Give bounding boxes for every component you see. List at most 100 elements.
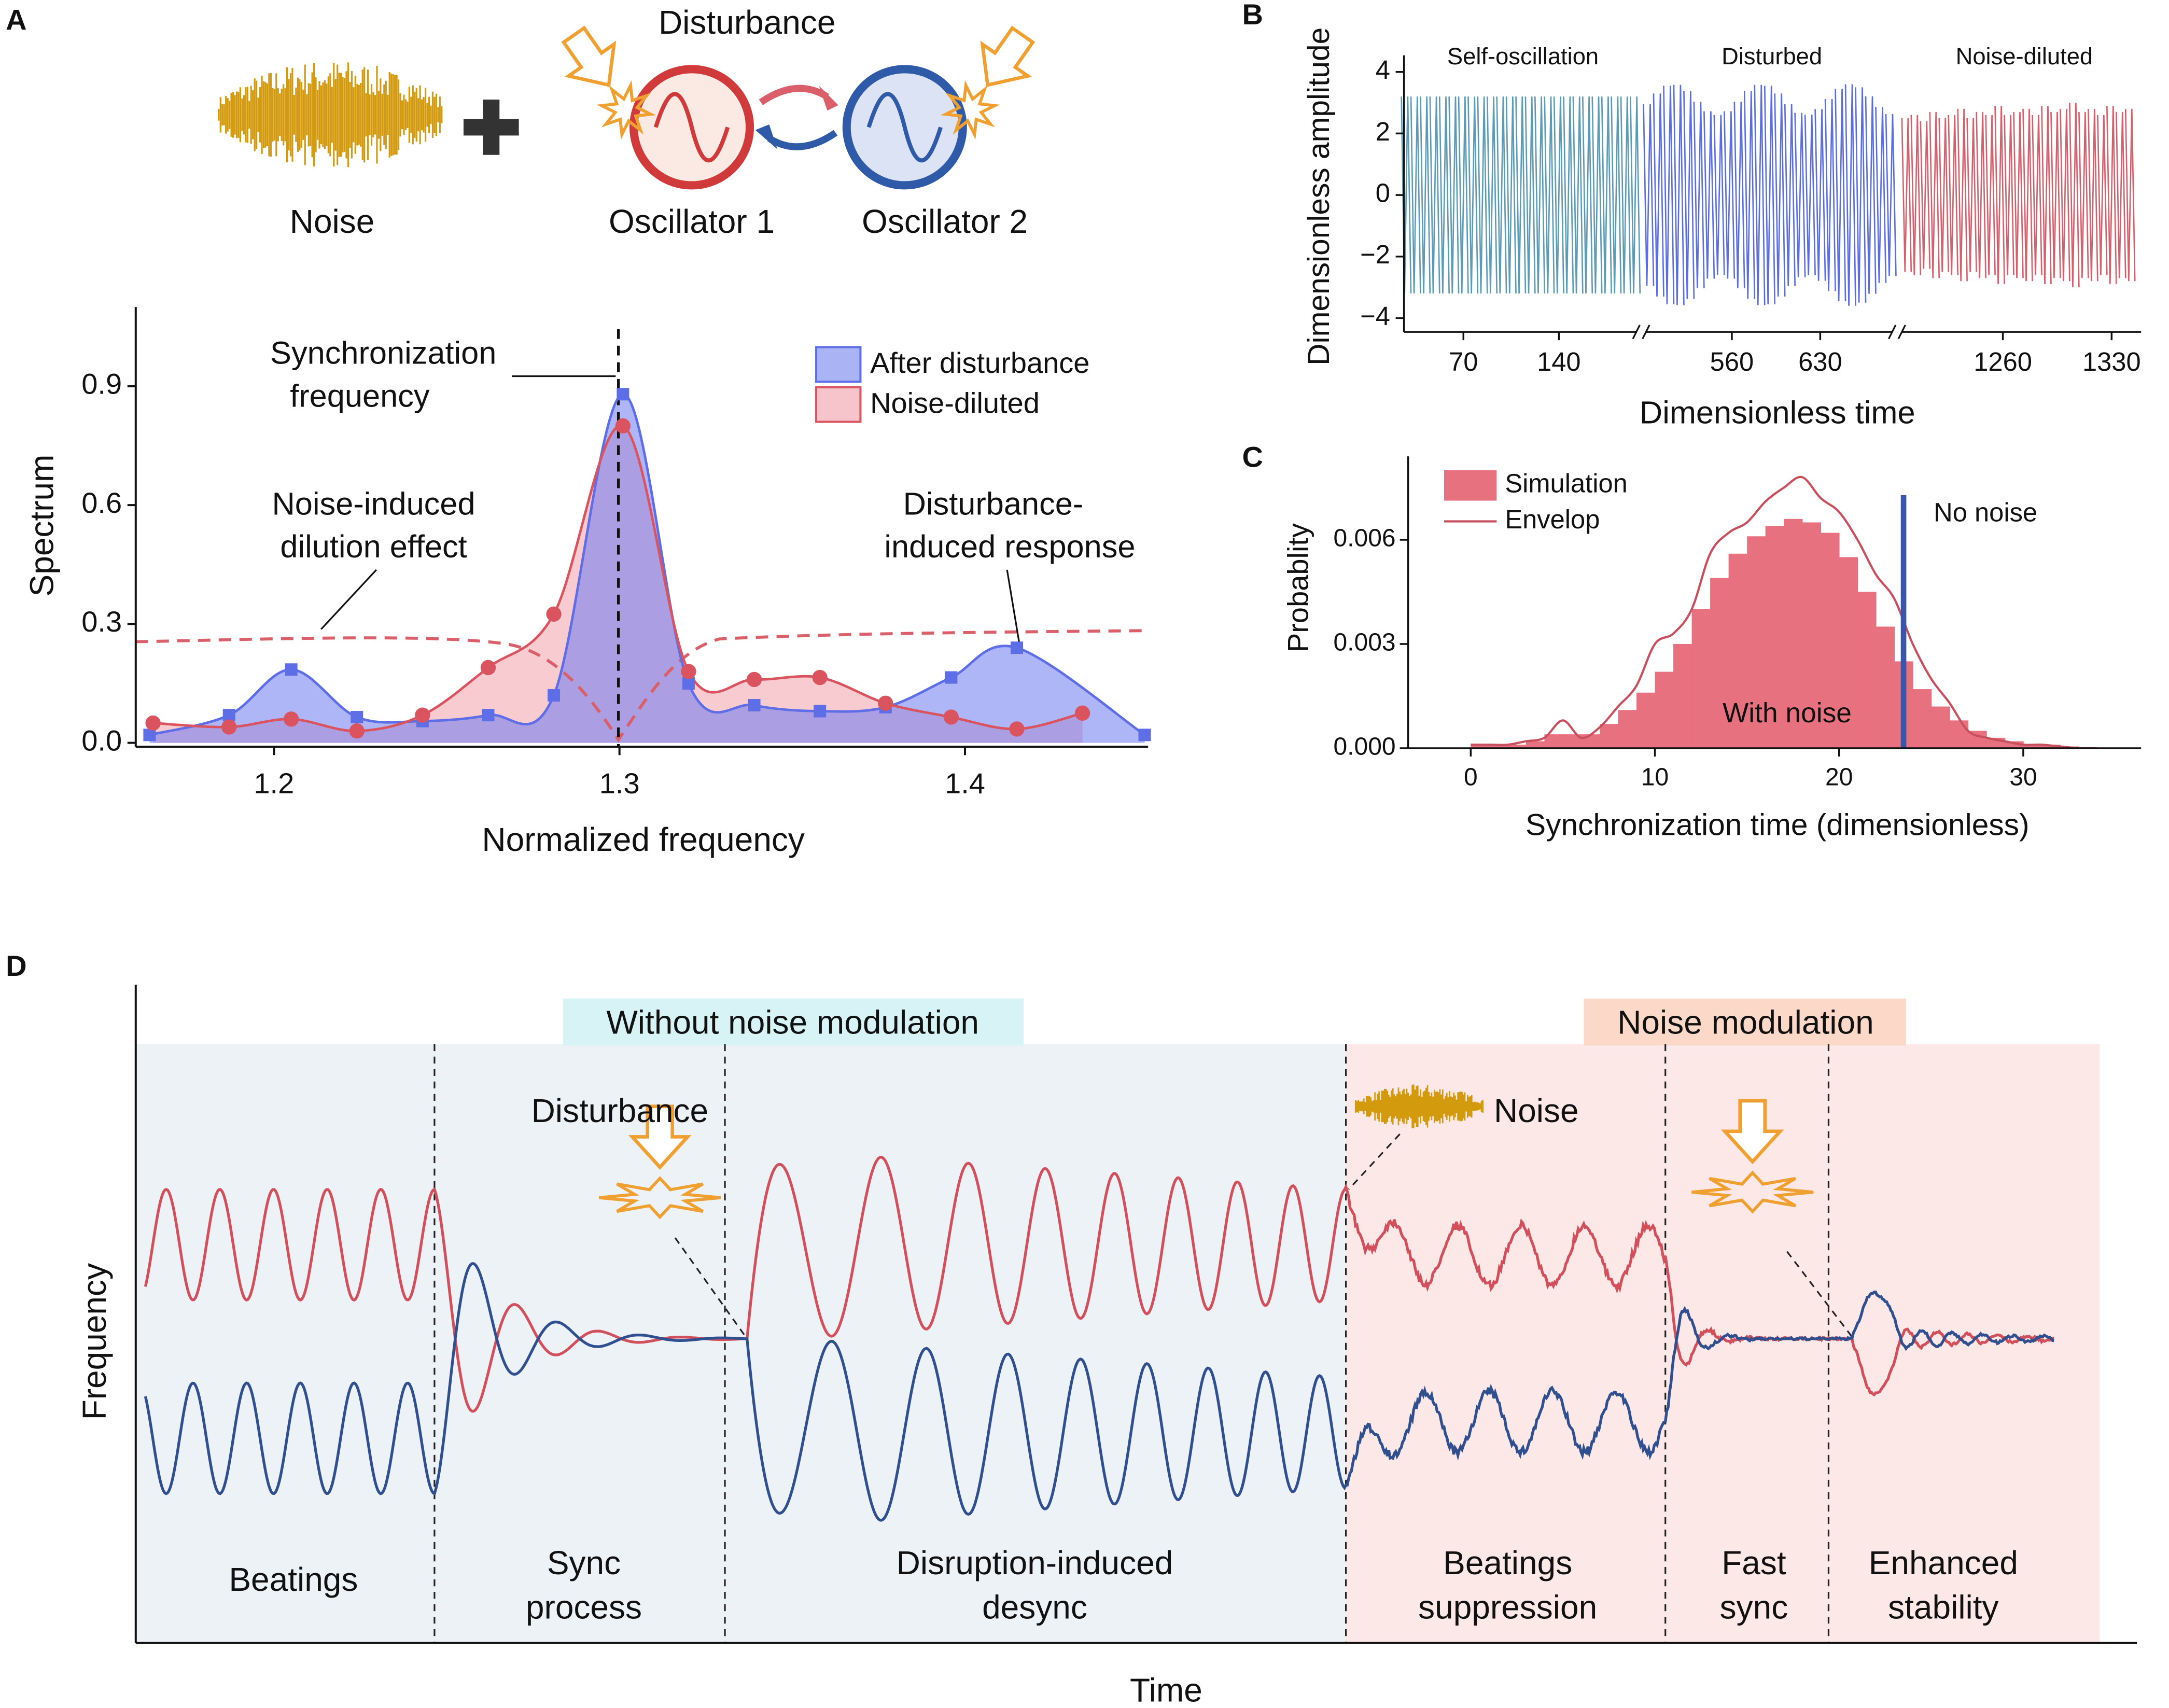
annotation: Noise-induced: [272, 485, 475, 521]
oscillation-sample: [1957, 108, 1968, 282]
y-axis-label: Spectrum: [23, 455, 61, 597]
histogram-bar: [1673, 643, 1692, 748]
arrow-outline: [1720, 1099, 1784, 1165]
oscillation-sample: [1438, 96, 1450, 293]
oscillation-sample: [1835, 89, 1846, 301]
marker: [548, 689, 561, 702]
oscillation-sample: [1784, 104, 1796, 286]
burst-outline: [596, 80, 656, 140]
histogram-bar: [1765, 526, 1784, 748]
histogram-bar: [1857, 592, 1877, 748]
oscillation-sample: [1713, 115, 1725, 275]
x-tick-label: 70: [1449, 347, 1478, 376]
noise-waveform: [218, 62, 443, 167]
axis-break-gap: [1893, 326, 1901, 338]
oscillation-sample: [1814, 109, 1826, 281]
marker: [285, 663, 298, 676]
histogram-bar: [1931, 706, 1950, 748]
oscillator-1-curve: [144, 1155, 2054, 1413]
phase-label: Beatings: [229, 1561, 358, 1598]
oscillation-sample: [1693, 102, 1705, 288]
noise-waveform: [1354, 1084, 1484, 1129]
x-axis-label: Synchronization time (dimensionless): [1526, 808, 2030, 842]
annotation-line: [1006, 569, 1020, 645]
histogram-bar: [1747, 536, 1766, 748]
legend-label: Simulation: [1505, 469, 1628, 498]
arrow-head: [755, 124, 778, 150]
oscillation-sample: [2050, 111, 2061, 278]
legend-label: Envelop: [1505, 505, 1600, 534]
header: Without noise modulation: [606, 1003, 979, 1041]
y-tick-label: 0.000: [1333, 733, 1395, 761]
annotation: With noise: [1723, 698, 1852, 729]
oscillation-sample: [1663, 86, 1675, 304]
histogram-bar: [1618, 710, 1637, 748]
oscillation-sample: [1764, 86, 1776, 304]
oscillation-sample: [1938, 118, 1950, 272]
segment-label: Noise-diluted: [1956, 43, 2093, 69]
marker: [812, 669, 828, 685]
oscillation-sample: [1544, 96, 1555, 293]
header-box: [1584, 998, 1906, 1046]
sine-icon: [653, 92, 730, 163]
oscillation-sample: [1885, 114, 1897, 276]
histogram-bar: [1655, 671, 1674, 748]
oscillation-sample: [1429, 96, 1440, 293]
marker: [1074, 705, 1090, 721]
oscillation-sample: [1794, 113, 1806, 277]
header: Noise modulation: [1617, 1003, 1873, 1041]
x-axis-label: Dimensionless time: [1640, 394, 1915, 430]
schematic-label: Disturbance: [659, 4, 836, 41]
oscillation-sample: [1920, 121, 1931, 269]
area-layer: [149, 394, 1145, 743]
reference-label: No noise: [1934, 498, 2037, 527]
legend-swatch: [1444, 470, 1497, 501]
histogram-bar: [1581, 734, 1600, 748]
legend-label: Noise-diluted: [870, 386, 1040, 419]
marker: [878, 695, 893, 711]
histogram-bar: [1526, 741, 1545, 748]
pointer-line: [1786, 1251, 1854, 1339]
histogram-bar: [1600, 724, 1619, 748]
oscillation-sample: [1582, 96, 1593, 293]
marker: [1009, 721, 1025, 737]
marker: [482, 709, 495, 722]
schematic-label: Oscillator 1: [609, 203, 775, 240]
y-tick-label: 4: [1376, 55, 1390, 85]
histogram-bar: [1636, 692, 1656, 748]
x-tick-label: 1.4: [945, 767, 985, 800]
oscillation-sample: [1458, 96, 1469, 293]
oscillation-sample: [1976, 111, 1986, 278]
y-tick-label: 0.9: [81, 368, 122, 400]
axis-break: [1632, 325, 1641, 340]
oscillation-sample: [1524, 96, 1536, 293]
phase-background: [135, 1044, 1346, 1643]
arrow-outline: [628, 1104, 692, 1170]
oscillation-sample: [1563, 96, 1574, 293]
marker: [1138, 729, 1151, 741]
coupling-arrow: [759, 85, 829, 105]
oscillation-sample: [1420, 96, 1431, 293]
oscillation-sample: [1703, 111, 1715, 279]
oscillation-sample: [1966, 118, 1977, 272]
pointer-line: [674, 1237, 748, 1339]
marker: [682, 677, 695, 690]
phase-label: Disruption-induced: [897, 1544, 1173, 1581]
y-tick-label: 0.0: [81, 724, 122, 757]
marker: [351, 710, 363, 723]
phase-label: Sync: [547, 1544, 621, 1581]
histogram-bar: [1691, 609, 1711, 748]
oscillation-sample: [1496, 96, 1507, 293]
legend-swatch: [815, 346, 862, 383]
x-tick-label: 1260: [1974, 347, 2032, 376]
oscillation-sample: [1591, 96, 1603, 293]
oscillation-sample: [1804, 115, 1816, 275]
envelope-line: [1471, 475, 2079, 750]
oscillation-sample: [1723, 111, 1736, 279]
oscillation-sample: [1534, 96, 1546, 293]
histogram-bar: [1489, 745, 1508, 748]
axis-break-gap: [1637, 326, 1646, 338]
disturbance-icon: [599, 1104, 721, 1220]
panel-label: D: [6, 949, 26, 982]
